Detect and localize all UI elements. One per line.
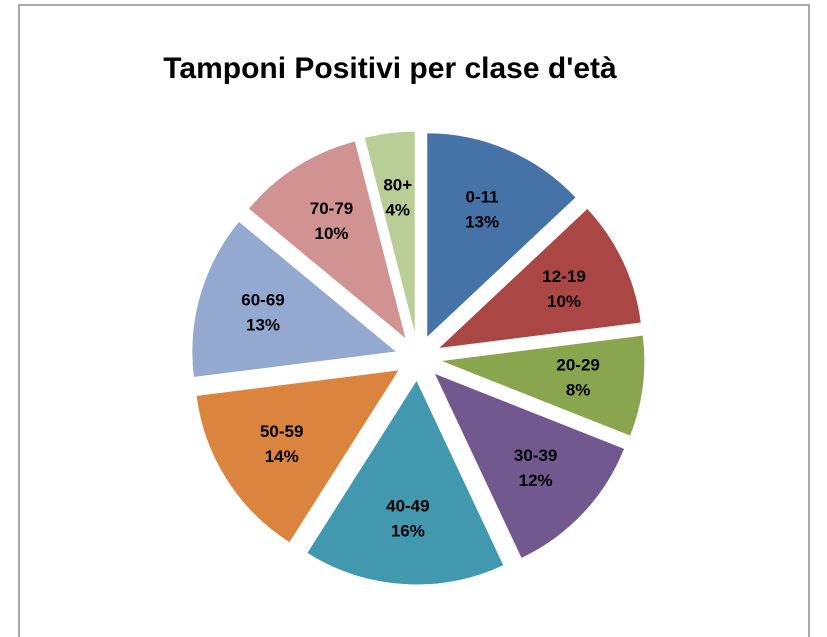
slice-category: 30-39	[514, 446, 557, 465]
slice-category: 50-59	[260, 422, 303, 441]
slice-value-label: 10%	[547, 292, 581, 311]
slice-value-label: 13%	[465, 212, 499, 231]
pie-slice	[439, 334, 646, 437]
pie-slice	[363, 130, 416, 337]
pie-slice	[436, 207, 642, 350]
pie-slice	[195, 369, 401, 544]
slice-value-label: 8%	[566, 381, 591, 400]
slice-value-label: 4%	[385, 200, 410, 219]
slice-category: 70-79	[310, 199, 353, 218]
slice-value-label: 12%	[519, 471, 553, 490]
slice-value-label: 10%	[315, 224, 349, 243]
slice-category: 80+	[383, 175, 412, 194]
chart-title: Tamponi Positivi per clase d'età	[163, 52, 617, 85]
slice-category: 40-49	[386, 497, 429, 516]
pie-slice	[191, 220, 399, 379]
slice-value-label: 14%	[265, 447, 299, 466]
pie-slice	[306, 378, 505, 586]
slice-category: 0-11	[466, 187, 499, 206]
slice-category: 60-69	[241, 290, 284, 309]
slice-category: 12-19	[542, 267, 585, 286]
slice-value-label: 13%	[246, 315, 280, 334]
slice-category: 20-29	[556, 356, 599, 375]
pie-slice	[247, 140, 408, 341]
slice-value-label: 16%	[391, 522, 425, 541]
pie-slice	[426, 132, 577, 339]
pie-slice	[433, 372, 626, 560]
